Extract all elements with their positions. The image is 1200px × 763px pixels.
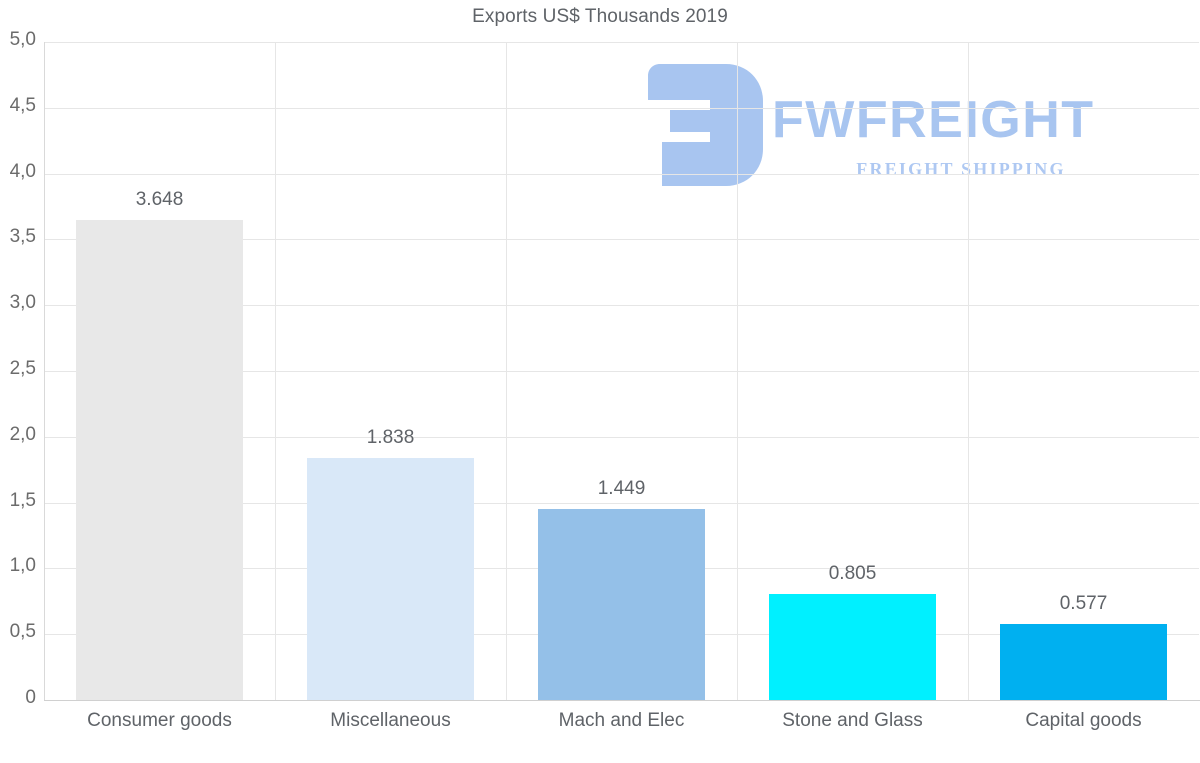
gridline-horizontal: [44, 239, 1199, 241]
y-tick-label: 0: [25, 687, 36, 708]
category-label: Capital goods: [1025, 710, 1142, 731]
y-axis-line: [44, 42, 45, 701]
bar-mach-and-elec[interactable]: [538, 509, 705, 700]
y-tick-label: 2,5: [9, 358, 36, 379]
gridline-horizontal: [44, 502, 1199, 504]
x-axis-line: [44, 700, 1200, 701]
category-label: Stone and Glass: [782, 710, 923, 731]
y-tick-label: 2,0: [9, 423, 36, 445]
gridline-vertical: [737, 42, 738, 700]
bar-stone-and-glass[interactable]: [769, 594, 936, 700]
gridline-horizontal: [44, 371, 1199, 372]
category-label: Consumer goods: [87, 710, 232, 731]
bar-value-label: 1.838: [366, 427, 415, 449]
y-tick-label: 4,0: [9, 160, 36, 182]
bar-value-label: 0.577: [1059, 593, 1108, 615]
bar-consumer-goods[interactable]: [76, 219, 243, 700]
y-tick-label: 3,0: [9, 292, 36, 314]
category-label: Mach and Elec: [558, 710, 685, 731]
y-tick-label: 4,5: [9, 94, 36, 116]
y-tick-label: 5,0: [9, 29, 36, 50]
category-label: Miscellaneous: [330, 710, 451, 731]
gridline-horizontal: [44, 42, 1199, 43]
gridline-horizontal: [44, 173, 1199, 175]
bar-miscellaneous[interactable]: [307, 458, 474, 700]
y-tick-label: 1,5: [9, 489, 36, 511]
bar-capital-goods[interactable]: [1000, 624, 1167, 700]
bar-value-label: 1.449: [597, 478, 646, 500]
gridline-vertical: [275, 42, 276, 700]
gridline-horizontal: [44, 436, 1199, 438]
bar-value-label: 0.805: [828, 563, 877, 585]
gridline-vertical: [506, 42, 507, 700]
plot-area: [44, 42, 1199, 701]
bar-value-label: 3.648: [135, 188, 184, 210]
chart-title: Exports US$ Thousands 2019: [472, 6, 728, 27]
y-tick-label: 1,0: [9, 555, 36, 577]
gridline-horizontal: [44, 107, 1199, 109]
y-tick-label: 0,5: [9, 621, 36, 643]
y-tick-label: 3,5: [9, 226, 36, 248]
gridline-vertical: [968, 42, 969, 700]
gridline-horizontal: [44, 305, 1199, 307]
